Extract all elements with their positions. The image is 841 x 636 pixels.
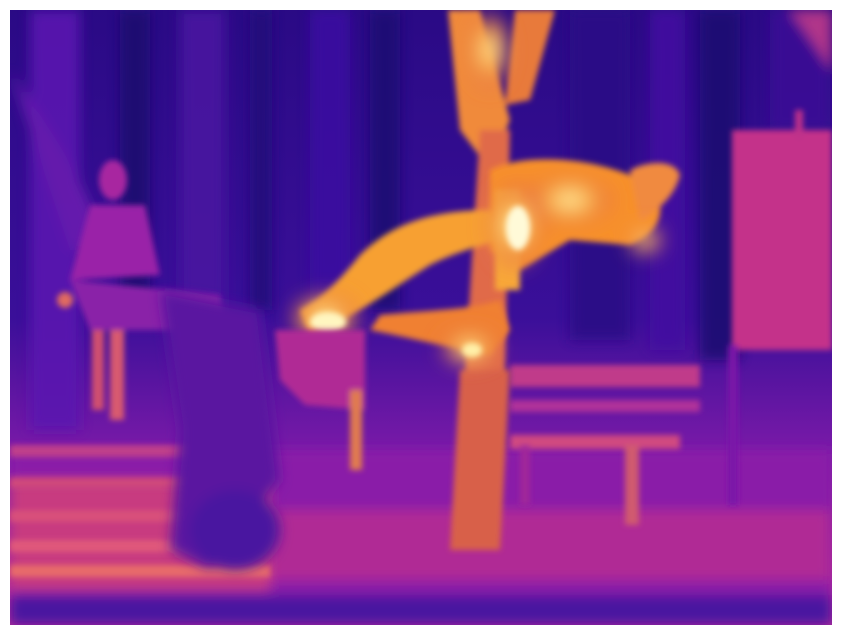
forest-background [10, 10, 832, 430]
person-sitting [57, 160, 225, 420]
person-foreground [160, 290, 280, 570]
bench [510, 365, 700, 525]
bag [275, 330, 365, 470]
ground [10, 450, 832, 625]
signboard [728, 110, 832, 505]
thermal-image [10, 10, 832, 625]
hottest-cores [310, 206, 530, 357]
